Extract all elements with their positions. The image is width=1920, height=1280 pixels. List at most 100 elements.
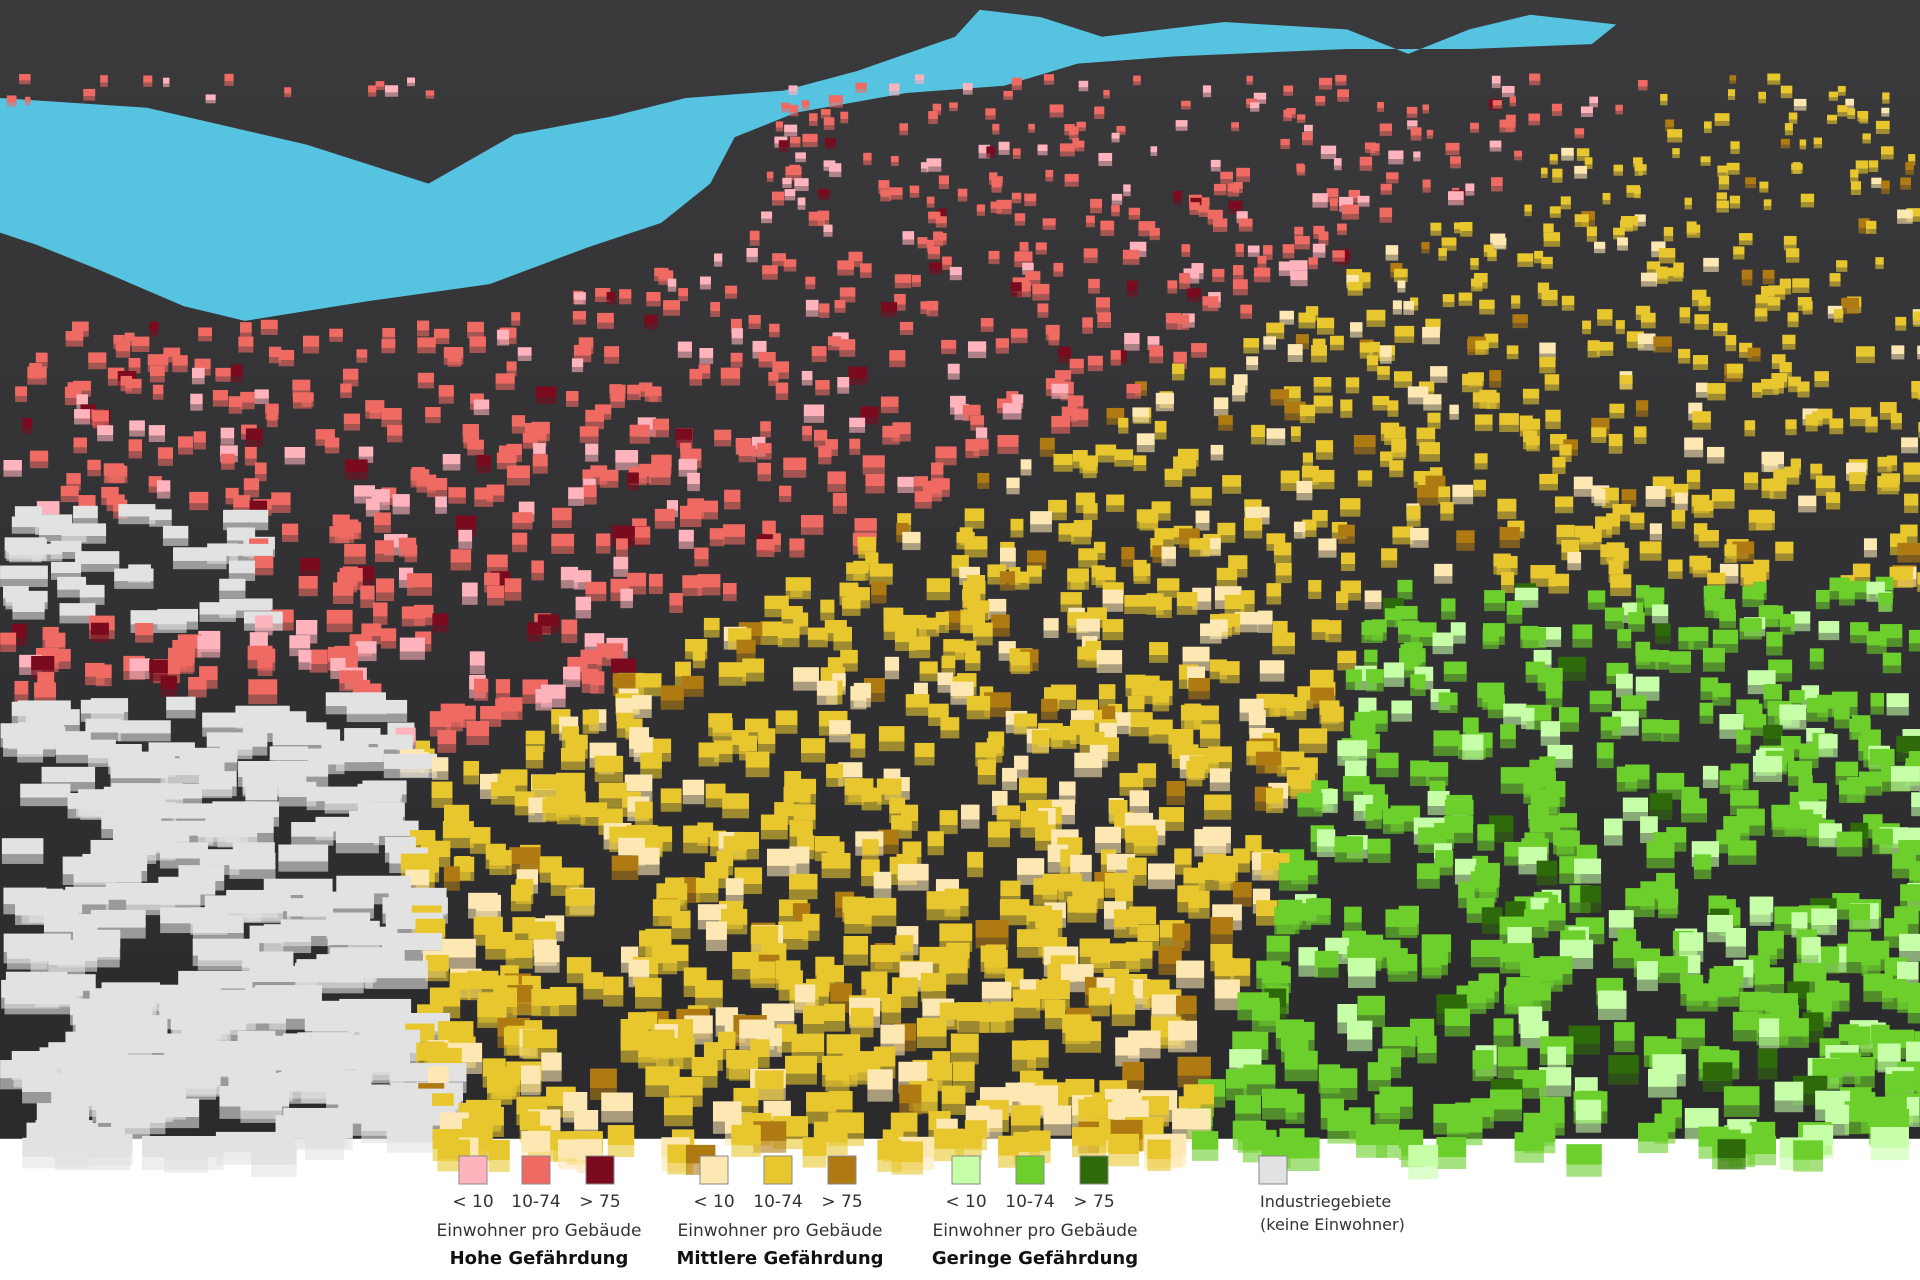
- building-side: [560, 580, 579, 589]
- building-side: [760, 431, 771, 438]
- building: [1477, 824, 1495, 841]
- building: [1199, 724, 1221, 739]
- building: [1042, 218, 1056, 226]
- building-side: [1233, 275, 1244, 282]
- building-side: [1035, 249, 1047, 255]
- building-side: [1595, 529, 1612, 538]
- building: [1587, 340, 1600, 352]
- building: [761, 211, 773, 219]
- building-side: [639, 946, 658, 957]
- building: [437, 730, 457, 745]
- building: [1311, 619, 1329, 633]
- building: [299, 557, 321, 571]
- building-side: [1613, 171, 1624, 176]
- building-side: [1879, 413, 1897, 420]
- building: [374, 540, 394, 554]
- building-side: [908, 650, 931, 659]
- building-side: [199, 789, 233, 799]
- building: [1716, 200, 1729, 209]
- building: [337, 571, 358, 585]
- building: [1472, 392, 1490, 403]
- building: [1210, 444, 1224, 455]
- building-side: [1780, 720, 1807, 730]
- building-side: [1115, 725, 1131, 735]
- building-side: [1393, 381, 1413, 388]
- building: [108, 752, 165, 767]
- building-side: [1541, 300, 1558, 307]
- building: [1635, 676, 1660, 692]
- building: [941, 339, 957, 349]
- building-side: [1377, 108, 1385, 112]
- building: [1694, 314, 1709, 324]
- building-side: [1139, 523, 1159, 531]
- building-side: [892, 434, 911, 442]
- building: [1334, 836, 1364, 853]
- building: [1357, 195, 1370, 203]
- building-side: [750, 978, 776, 989]
- building: [929, 262, 943, 270]
- building: [736, 639, 756, 654]
- building-side: [1692, 422, 1711, 430]
- building-side: [1070, 582, 1085, 590]
- building: [1835, 761, 1859, 777]
- building: [1233, 374, 1248, 386]
- building: [633, 737, 654, 753]
- building: [1855, 346, 1875, 357]
- building: [1449, 404, 1459, 415]
- building: [360, 585, 375, 600]
- building: [1528, 113, 1540, 121]
- building-side: [1422, 337, 1440, 345]
- building-side: [914, 756, 935, 766]
- building-side: [1861, 965, 1881, 976]
- building-side: [417, 347, 436, 354]
- building-side: [801, 380, 813, 386]
- building: [1610, 574, 1632, 588]
- building: [793, 667, 819, 682]
- building-side: [1278, 270, 1293, 277]
- building: [1452, 484, 1474, 497]
- building: [1629, 512, 1645, 524]
- building-side: [1173, 199, 1182, 205]
- building: [1188, 677, 1210, 692]
- building: [1655, 650, 1670, 663]
- building-side: [1903, 474, 1920, 483]
- building-side: [918, 629, 940, 637]
- building-side: [87, 470, 101, 477]
- building-side: [511, 426, 526, 434]
- building-side: [1243, 347, 1260, 354]
- building: [1481, 907, 1503, 924]
- building: [1718, 175, 1730, 185]
- building: [1639, 541, 1662, 554]
- building-side: [229, 869, 276, 879]
- building: [1377, 366, 1390, 375]
- building-side: [1397, 592, 1413, 600]
- building-side: [762, 274, 778, 280]
- building-side: [760, 830, 788, 840]
- building: [1289, 260, 1308, 271]
- building: [1257, 610, 1273, 625]
- building-side: [31, 554, 63, 562]
- building: [801, 100, 810, 107]
- building-side: [1718, 184, 1730, 190]
- building: [914, 742, 935, 757]
- building: [850, 686, 867, 701]
- building-side: [371, 502, 390, 511]
- building-side: [1124, 344, 1140, 351]
- building-side: [714, 754, 733, 763]
- building: [1366, 669, 1384, 684]
- building-side: [899, 130, 909, 136]
- building: [1294, 226, 1304, 235]
- building-side: [1393, 277, 1408, 283]
- building-side: [1729, 203, 1741, 209]
- building: [1251, 1001, 1280, 1021]
- building-side: [1529, 80, 1541, 86]
- building-side: [1917, 394, 1920, 401]
- building-side: [1878, 604, 1893, 612]
- building-side: [1308, 591, 1322, 599]
- building-side: [344, 556, 366, 565]
- building: [60, 485, 79, 497]
- building: [532, 774, 559, 790]
- building-side: [281, 535, 299, 542]
- building: [585, 443, 599, 455]
- building-side: [1257, 263, 1267, 269]
